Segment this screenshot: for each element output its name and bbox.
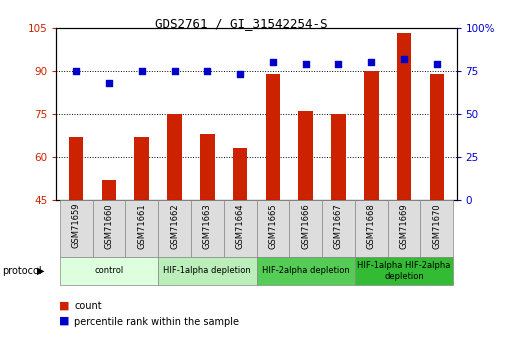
Text: GSM71668: GSM71668	[367, 203, 376, 249]
Point	[170, 68, 179, 73]
Text: HIF-2alpha depletion: HIF-2alpha depletion	[262, 266, 349, 275]
Bar	[355, 200, 388, 257]
Bar	[289, 200, 322, 257]
Text: protocol: protocol	[3, 266, 42, 276]
Text: GSM71660: GSM71660	[105, 203, 113, 248]
Bar	[125, 200, 158, 257]
Bar	[158, 257, 256, 285]
Text: control: control	[94, 266, 124, 275]
Point	[269, 59, 277, 65]
Bar	[60, 257, 158, 285]
Text: percentile rank within the sample: percentile rank within the sample	[74, 317, 240, 326]
Bar	[69, 137, 84, 200]
Bar	[397, 33, 411, 200]
Bar	[167, 114, 182, 200]
Text: GSM71667: GSM71667	[334, 203, 343, 249]
Point	[302, 61, 310, 67]
Text: GSM71659: GSM71659	[72, 203, 81, 248]
Bar	[421, 200, 453, 257]
Bar	[256, 257, 355, 285]
Point	[400, 56, 408, 61]
Bar	[233, 148, 247, 200]
Point	[334, 61, 343, 67]
Bar	[299, 111, 313, 200]
Text: GSM71661: GSM71661	[137, 203, 146, 248]
Point	[72, 68, 80, 73]
Text: GSM71666: GSM71666	[301, 203, 310, 249]
Text: count: count	[74, 301, 102, 311]
Bar	[224, 200, 256, 257]
Bar	[200, 134, 214, 200]
Text: GSM71664: GSM71664	[235, 203, 245, 248]
Bar	[191, 200, 224, 257]
Bar	[429, 73, 444, 200]
Text: ▶: ▶	[37, 266, 45, 276]
Bar	[102, 180, 116, 200]
Bar	[60, 200, 92, 257]
Text: GSM71662: GSM71662	[170, 203, 179, 248]
Text: ■: ■	[59, 300, 69, 310]
Text: GSM71669: GSM71669	[400, 203, 408, 248]
Text: GSM71670: GSM71670	[432, 203, 441, 248]
Point	[203, 68, 211, 73]
Bar	[256, 200, 289, 257]
Bar	[92, 200, 125, 257]
Text: GDS2761 / GI_31542254-S: GDS2761 / GI_31542254-S	[155, 17, 327, 30]
Bar	[388, 200, 421, 257]
Text: HIF-1alpha depletion: HIF-1alpha depletion	[164, 266, 251, 275]
Text: GSM71663: GSM71663	[203, 203, 212, 249]
Bar	[355, 257, 453, 285]
Point	[433, 61, 441, 67]
Point	[105, 80, 113, 86]
Text: ■: ■	[59, 316, 69, 326]
Bar	[331, 114, 346, 200]
Bar	[322, 200, 355, 257]
Text: HIF-1alpha HIF-2alpha
depletion: HIF-1alpha HIF-2alpha depletion	[358, 261, 451, 280]
Point	[137, 68, 146, 73]
Bar	[134, 137, 149, 200]
Bar	[158, 200, 191, 257]
Bar	[266, 73, 280, 200]
Point	[236, 71, 244, 77]
Bar	[364, 71, 379, 200]
Text: GSM71665: GSM71665	[268, 203, 278, 248]
Point	[367, 59, 376, 65]
